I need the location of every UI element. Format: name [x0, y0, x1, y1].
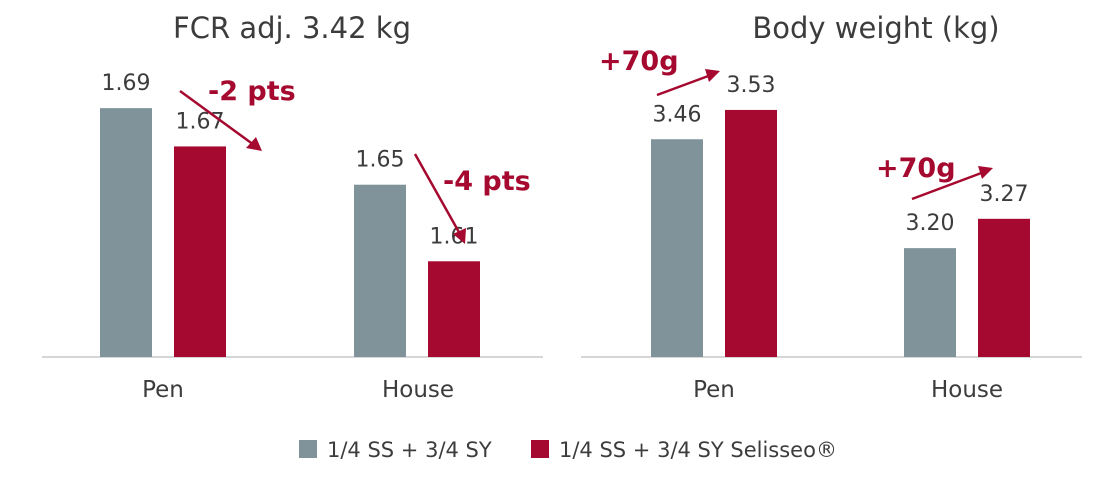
fcr-bar-pen-control [100, 108, 152, 358]
bodyweight-annotation-pen: +70g [599, 46, 679, 77]
fcr-annotation-pen: -2 pts [208, 76, 296, 107]
bodyweight-category-house: House [931, 377, 1003, 403]
bodyweight-value-label-pen-selisseo: 3.53 [727, 73, 776, 98]
bodyweight-chart-title: Body weight (kg) [752, 11, 999, 45]
bodyweight-value-label-house-selisseo: 3.27 [980, 182, 1029, 207]
bodyweight-value-label-pen-control: 3.46 [653, 102, 702, 127]
fcr-chart: FCR adj. 3.42 kg 1.69 1.65 1.67 1.61 Pen Ho… [42, 11, 543, 403]
legend-label-control: 1/4 SS + 3/4 SY [327, 438, 492, 462]
fcr-value-label-house-selisseo: 1.61 [430, 224, 479, 249]
bodyweight-bar-pen-selisseo [725, 109, 777, 357]
bodyweight-annotation-house: +70g [876, 153, 956, 184]
bodyweight-bar-pen-control [651, 139, 703, 357]
fcr-chart-title: FCR adj. 3.42 kg [173, 11, 411, 45]
bodyweight-annotation-arrow-house [911, 166, 993, 201]
legend: 1/4 SS + 3/4 SY 1/4 SS + 3/4 SY Selisseo… [299, 438, 837, 462]
fcr-category-house: House [382, 377, 454, 403]
fcr-annotation-arrow-pen [179, 89, 262, 151]
fcr-value-label-pen-control: 1.69 [102, 71, 151, 96]
fcr-bar-house-selisseo [428, 261, 480, 357]
bodyweight-bar-house-selisseo [978, 218, 1030, 357]
legend-swatch-control [299, 440, 317, 458]
legend-label-selisseo: 1/4 SS + 3/4 SY Selisseo® [559, 438, 837, 462]
fcr-value-label-pen-selisseo: 1.67 [176, 109, 225, 134]
fcr-bar-house-control [354, 184, 406, 357]
fcr-annotation-arrow-house [413, 153, 466, 244]
bodyweight-bar-house-control [904, 248, 956, 357]
bodyweight-category-pen: Pen [693, 377, 735, 403]
fcr-value-label-house-control: 1.65 [356, 148, 405, 173]
fcr-bar-pen-selisseo [174, 146, 226, 357]
fcr-annotation-house: -4 pts [443, 166, 531, 197]
bodyweight-annotation-arrow-pen [656, 69, 720, 97]
bodyweight-value-label-house-control: 3.20 [906, 211, 955, 236]
bodyweight-chart: Body weight (kg) 3.46 3.20 3.53 3.27 Pen Ho… [581, 11, 1082, 403]
fcr-category-pen: Pen [142, 377, 184, 403]
legend-swatch-selisseo [531, 440, 549, 458]
